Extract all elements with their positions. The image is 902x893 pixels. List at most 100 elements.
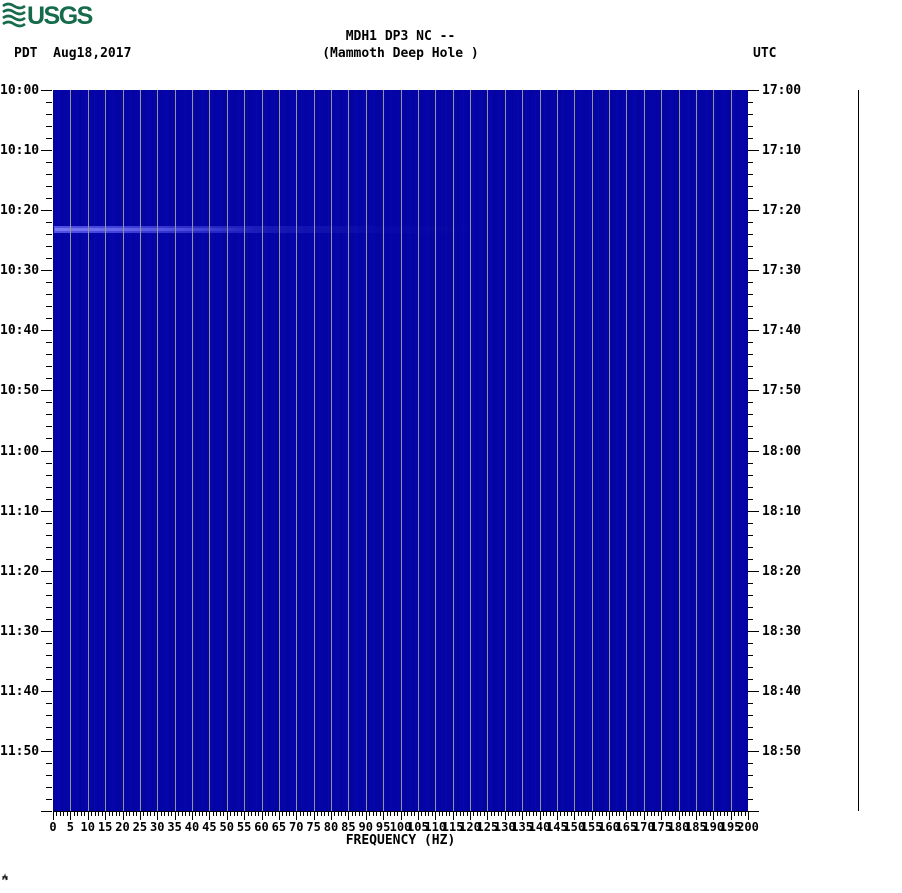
frequency-tick — [709, 812, 711, 816]
frequency-tick-label: 25 — [132, 820, 148, 834]
frequency-tick-label: 160 — [598, 820, 620, 834]
frequency-tick-label: 145 — [546, 820, 568, 834]
frequency-tick — [490, 812, 492, 816]
frequency-tick — [654, 812, 656, 816]
frequency-gridline — [348, 90, 350, 811]
usgs-logo-text: USGS — [27, 2, 93, 28]
frequency-tick — [351, 812, 353, 816]
frequency-gridline — [331, 90, 332, 811]
frequency-gridline — [730, 90, 732, 811]
time-tick-left — [46, 666, 52, 668]
time-tick-right — [748, 294, 753, 296]
frequency-tick — [424, 812, 426, 816]
frequency-tick — [438, 812, 440, 816]
frequency-tick — [240, 812, 242, 816]
frequency-tick — [212, 812, 214, 816]
time-tick-left — [41, 510, 52, 512]
frequency-tick — [334, 812, 336, 816]
time-tick-right — [748, 366, 753, 368]
time-label-right: 18:40 — [762, 683, 802, 699]
frequency-tick — [362, 812, 364, 816]
frequency-tick — [237, 812, 239, 816]
frequency-tick — [139, 812, 141, 820]
time-tick-right — [748, 811, 759, 812]
time-label-left: 10:20 — [0, 203, 40, 219]
frequency-tick — [306, 812, 308, 816]
time-tick-left — [46, 306, 52, 308]
frequency-tick — [664, 812, 666, 816]
frequency-tick — [428, 812, 430, 816]
frequency-tick — [53, 812, 54, 820]
date-label: Aug18,2017 — [53, 46, 132, 61]
frequency-tick — [390, 812, 392, 816]
frequency-tick — [115, 812, 117, 816]
time-label-right: 18:50 — [762, 743, 802, 759]
frequency-tick — [70, 812, 72, 820]
time-tick-right — [748, 138, 753, 140]
frequency-tick-label: 155 — [580, 820, 603, 834]
time-tick-left — [46, 138, 52, 140]
time-tick-left — [46, 786, 52, 788]
time-tick-right — [748, 642, 753, 644]
frequency-tick — [678, 812, 680, 820]
time-tick-right — [748, 726, 753, 728]
time-tick-right — [748, 534, 753, 536]
frequency-tick-label: 185 — [685, 820, 707, 834]
time-tick-right — [748, 774, 753, 776]
time-tick-left — [46, 402, 52, 404]
time-tick-right — [748, 198, 753, 200]
chart-title-line2: (Mammoth Deep Hole ) — [322, 46, 479, 61]
frequency-tick — [198, 812, 200, 816]
frequency-tick — [681, 812, 683, 816]
frequency-tick — [188, 812, 190, 816]
frequency-tick — [591, 812, 593, 820]
frequency-gridline — [87, 90, 89, 811]
frequency-tick — [233, 812, 235, 816]
frequency-tick-label: 120 — [459, 820, 481, 834]
time-tick-left — [46, 414, 52, 416]
time-tick-right — [748, 750, 759, 752]
time-tick-left — [46, 498, 52, 500]
frequency-tick — [737, 812, 739, 816]
time-tick-left — [46, 294, 52, 296]
frequency-tick-label: 50 — [219, 820, 234, 834]
time-tick-left — [46, 258, 52, 260]
time-tick-right — [748, 438, 753, 440]
frequency-tick — [695, 812, 697, 820]
frequency-tick — [285, 812, 287, 816]
frequency-tick — [403, 812, 405, 816]
time-label-left: 11:50 — [0, 743, 40, 759]
time-tick-right — [748, 666, 753, 668]
frequency-tick — [122, 812, 124, 820]
frequency-gridline — [313, 90, 315, 811]
frequency-tick — [271, 812, 273, 816]
frequency-tick — [289, 812, 291, 816]
time-label-right: 18:20 — [762, 563, 802, 579]
time-tick-left — [46, 114, 52, 116]
time-tick-right — [748, 498, 753, 500]
frequency-gridline — [296, 90, 298, 811]
time-tick-right — [748, 246, 753, 248]
frequency-gridline — [192, 90, 193, 811]
frequency-tick — [59, 812, 61, 816]
time-label-left: 11:20 — [0, 563, 40, 579]
frequency-tick — [525, 812, 527, 816]
frequency-tick — [459, 812, 461, 816]
time-tick-right — [748, 486, 753, 488]
frequency-tick — [63, 812, 65, 816]
frequency-tick — [563, 812, 565, 816]
frequency-tick — [560, 812, 562, 816]
time-label-left: 10:00 — [0, 83, 40, 98]
frequency-tick-label: 15 — [97, 820, 113, 834]
frequency-tick — [317, 812, 319, 816]
x-axis-title: FREQUENCY (HZ) — [345, 833, 456, 848]
frequency-gridline — [400, 90, 402, 811]
frequency-tick — [504, 812, 506, 820]
frequency-gridline — [522, 90, 524, 811]
frequency-tick-label: 55 — [236, 820, 252, 834]
time-tick-left — [46, 234, 52, 236]
frequency-gridline — [157, 90, 159, 811]
time-label-right: 17:10 — [762, 143, 802, 159]
time-tick-left — [46, 102, 52, 104]
frequency-tick — [160, 812, 162, 816]
